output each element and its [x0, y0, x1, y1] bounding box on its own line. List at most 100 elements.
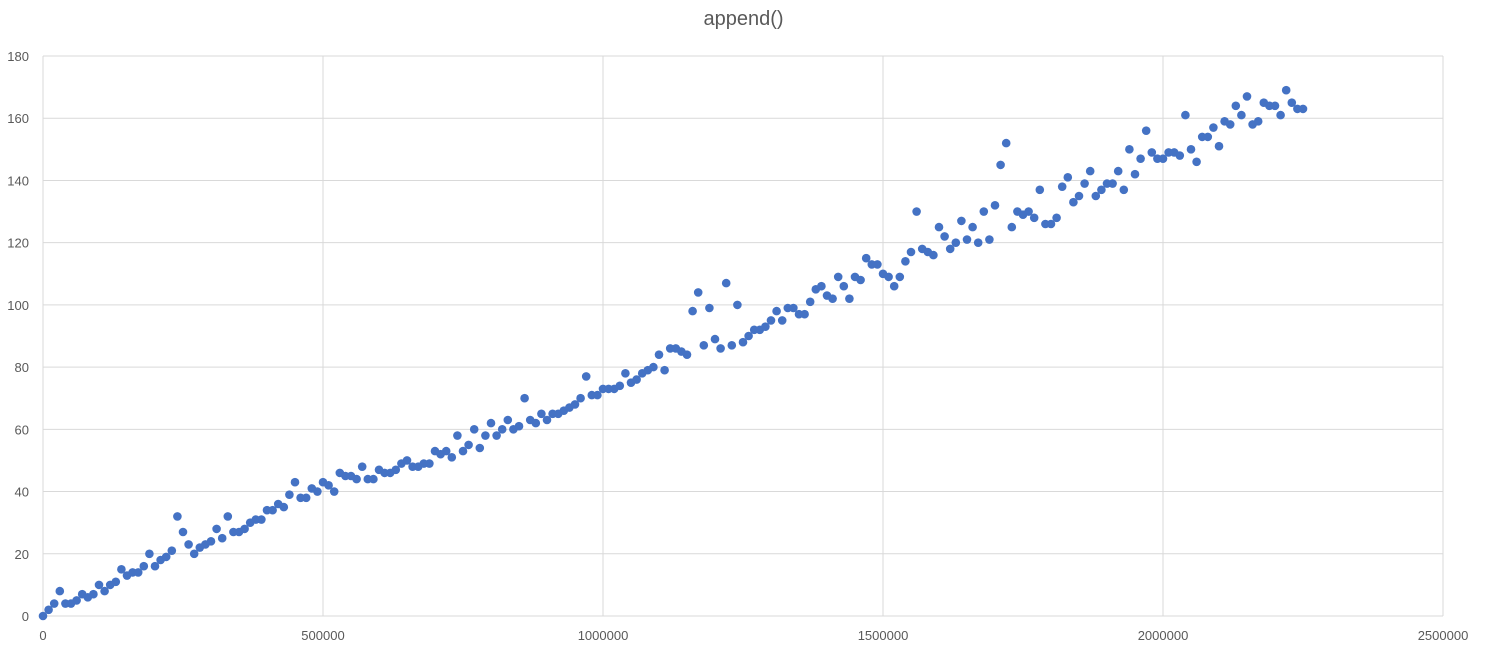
data-point: [733, 300, 742, 310]
data-point: [1001, 138, 1011, 148]
data-point: [940, 232, 949, 241]
y-tick-label: 140: [7, 173, 29, 188]
data-point: [139, 561, 149, 571]
data-point: [895, 272, 905, 282]
data-point: [133, 568, 143, 577]
data-point: [682, 350, 692, 359]
data-point: [324, 481, 333, 490]
data-point: [49, 599, 59, 608]
data-point: [1158, 154, 1168, 163]
data-point: [744, 331, 753, 341]
data-point: [1276, 110, 1285, 120]
data-point: [1108, 179, 1117, 188]
data-point: [979, 207, 989, 216]
data-point: [581, 372, 591, 381]
data-point: [856, 275, 865, 285]
data-point: [962, 235, 972, 244]
data-point: [503, 415, 513, 425]
x-tick-label: 2500000: [1418, 628, 1469, 643]
data-point: [217, 533, 227, 543]
data-point: [441, 446, 451, 456]
data-point: [1007, 222, 1017, 232]
data-point: [357, 462, 367, 471]
data-point: [150, 561, 160, 571]
x-tick-label: 2000000: [1138, 628, 1189, 643]
data-point: [1287, 98, 1297, 107]
y-tick-label: 40: [15, 485, 29, 500]
y-tick-label: 100: [7, 298, 29, 313]
data-point: [621, 369, 630, 378]
data-point: [542, 415, 552, 425]
data-point: [688, 306, 697, 316]
data-point: [352, 474, 361, 484]
data-point: [934, 222, 944, 232]
data-point: [223, 512, 233, 521]
y-tick-label: 160: [7, 111, 29, 126]
data-point: [453, 431, 462, 440]
data-point: [537, 409, 546, 419]
data-point: [189, 549, 199, 559]
data-point: [699, 341, 709, 350]
data-point: [206, 537, 216, 546]
y-tick-label: 60: [15, 422, 29, 437]
data-point: [145, 549, 154, 559]
data-point: [817, 281, 826, 291]
data-point: [1209, 123, 1218, 132]
data-points: [38, 85, 1308, 621]
data-point: [716, 344, 725, 353]
data-point: [1225, 120, 1235, 129]
data-point: [632, 375, 641, 384]
data-point: [44, 605, 53, 615]
data-point: [761, 322, 770, 331]
data-point: [1091, 191, 1101, 201]
data-point: [290, 477, 300, 487]
data-point: [184, 540, 193, 549]
data-point: [167, 546, 177, 555]
data-point: [839, 281, 849, 291]
data-point: [279, 502, 289, 512]
data-point: [391, 465, 401, 475]
data-point: [777, 316, 787, 325]
data-point: [497, 425, 507, 434]
data-point: [257, 515, 266, 524]
data-point: [268, 505, 277, 515]
data-point: [402, 456, 412, 465]
data-point: [100, 586, 109, 596]
data-point: [789, 303, 798, 313]
data-point: [1186, 145, 1196, 154]
data-point: [72, 596, 81, 605]
data-point: [38, 611, 48, 621]
data-point: [1113, 166, 1123, 176]
data-point: [693, 288, 703, 297]
data-point: [1253, 117, 1263, 126]
x-tick-label: 0: [39, 628, 46, 643]
data-point: [55, 586, 65, 596]
data-point: [178, 527, 188, 537]
data-point: [1069, 197, 1078, 207]
data-point: [845, 294, 854, 303]
data-point: [873, 260, 882, 269]
data-point: [615, 381, 625, 391]
data-point: [973, 238, 983, 247]
chart-title: append(): [703, 8, 784, 30]
data-point: [1063, 173, 1073, 182]
data-point: [1029, 213, 1039, 223]
data-point: [464, 440, 473, 450]
data-point: [447, 453, 457, 462]
data-point: [996, 160, 1005, 170]
data-point: [727, 341, 737, 350]
data-point: [117, 565, 126, 574]
data-point: [985, 235, 994, 244]
data-point: [990, 201, 1000, 210]
data-point: [660, 365, 669, 375]
data-point: [1130, 169, 1140, 179]
data-point: [1270, 101, 1280, 111]
data-point: [486, 418, 496, 428]
data-point: [161, 552, 171, 562]
data-point: [800, 309, 809, 319]
data-point: [458, 446, 468, 456]
data-point: [173, 512, 182, 521]
data-point: [285, 490, 294, 499]
data-point: [1080, 179, 1089, 188]
data-point: [654, 350, 664, 359]
